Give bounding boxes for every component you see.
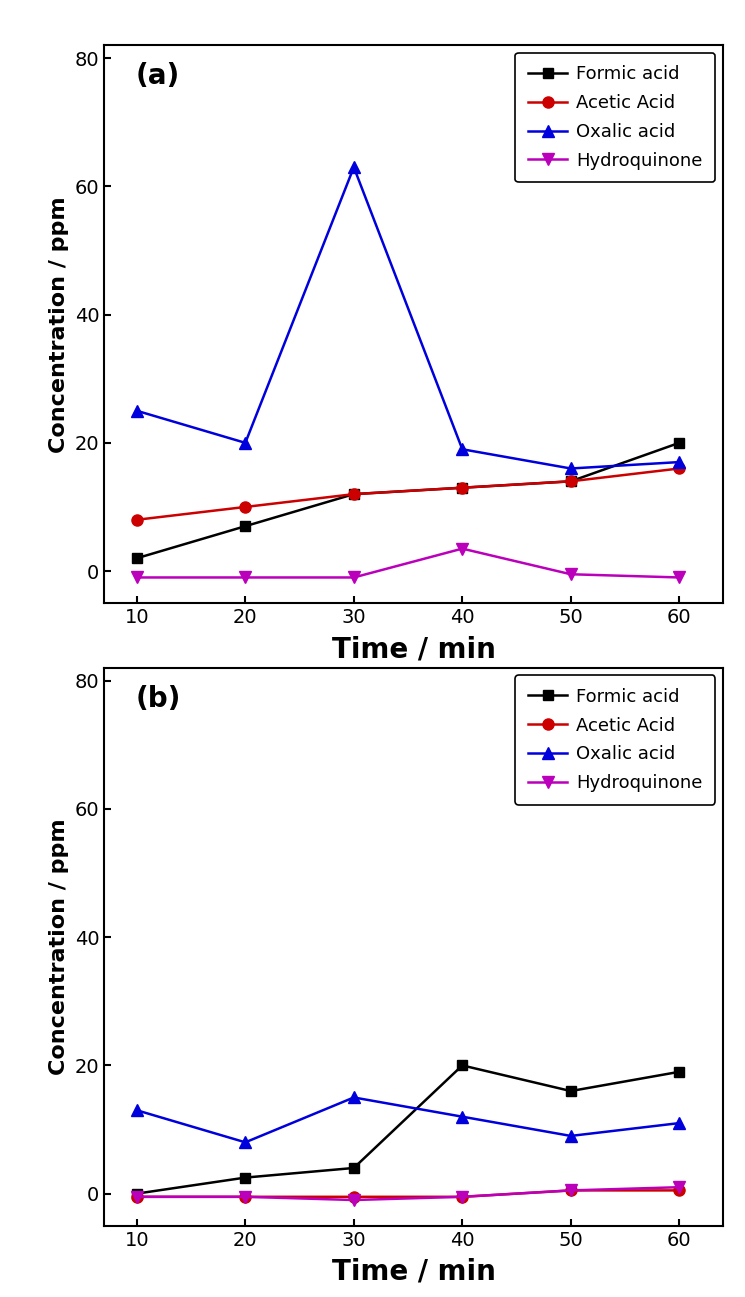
Line: Formic acid: Formic acid	[132, 438, 684, 563]
Hydroquinone	[675, 1179, 684, 1195]
Oxalic acid	[133, 403, 142, 419]
Hydroquinone	[349, 569, 358, 585]
Oxalic acid	[458, 1109, 467, 1124]
Oxalic acid	[349, 1089, 358, 1105]
Formic acid	[241, 519, 250, 534]
Acetic Acid	[675, 460, 684, 476]
Oxalic acid	[566, 1128, 575, 1144]
Hydroquinone	[133, 1189, 142, 1205]
Acetic Acid	[566, 1183, 575, 1198]
Line: Oxalic acid: Oxalic acid	[130, 1091, 685, 1149]
Formic acid	[349, 486, 358, 502]
Oxalic acid	[675, 1115, 684, 1131]
Formic acid	[349, 1161, 358, 1176]
Hydroquinone	[566, 1183, 575, 1198]
Formic acid	[675, 1064, 684, 1079]
Hydroquinone	[241, 569, 250, 585]
Line: Acetic Acid: Acetic Acid	[131, 1185, 685, 1202]
Line: Formic acid: Formic acid	[132, 1061, 684, 1198]
Hydroquinone	[566, 567, 575, 582]
Acetic Acid	[675, 1183, 684, 1198]
Acetic Acid	[241, 499, 250, 515]
Y-axis label: Concentration / ppm: Concentration / ppm	[49, 196, 69, 453]
Line: Hydroquinone: Hydroquinone	[130, 542, 685, 584]
Acetic Acid	[241, 1189, 250, 1205]
X-axis label: Time / min: Time / min	[332, 1258, 495, 1285]
Text: (a): (a)	[136, 62, 180, 89]
X-axis label: Time / min: Time / min	[332, 636, 495, 663]
Oxalic acid	[241, 1135, 250, 1150]
Line: Oxalic acid: Oxalic acid	[130, 161, 685, 475]
Formic acid	[566, 1083, 575, 1099]
Line: Acetic Acid: Acetic Acid	[131, 463, 685, 525]
Acetic Acid	[349, 486, 358, 502]
Formic acid	[133, 550, 142, 565]
Acetic Acid	[566, 473, 575, 489]
Formic acid	[241, 1170, 250, 1185]
Oxalic acid	[566, 460, 575, 476]
Formic acid	[675, 434, 684, 450]
Oxalic acid	[133, 1102, 142, 1118]
Y-axis label: Concentration / ppm: Concentration / ppm	[49, 818, 69, 1075]
Hydroquinone	[458, 1189, 467, 1205]
Oxalic acid	[349, 160, 358, 175]
Hydroquinone	[133, 569, 142, 585]
Legend: Formic acid, Acetic Acid, Oxalic acid, Hydroquinone: Formic acid, Acetic Acid, Oxalic acid, H…	[515, 53, 715, 183]
Oxalic acid	[458, 441, 467, 457]
Oxalic acid	[675, 454, 684, 470]
Legend: Formic acid, Acetic Acid, Oxalic acid, Hydroquinone: Formic acid, Acetic Acid, Oxalic acid, H…	[515, 676, 715, 805]
Hydroquinone	[458, 541, 467, 556]
Acetic Acid	[349, 1189, 358, 1205]
Formic acid	[133, 1185, 142, 1201]
Text: (b): (b)	[136, 685, 180, 712]
Acetic Acid	[458, 480, 467, 495]
Oxalic acid	[241, 434, 250, 450]
Acetic Acid	[133, 1189, 142, 1205]
Formic acid	[458, 1057, 467, 1073]
Formic acid	[458, 480, 467, 495]
Hydroquinone	[349, 1192, 358, 1208]
Acetic Acid	[133, 512, 142, 528]
Formic acid	[566, 473, 575, 489]
Hydroquinone	[241, 1189, 250, 1205]
Hydroquinone	[675, 569, 684, 585]
Line: Hydroquinone: Hydroquinone	[130, 1182, 685, 1206]
Acetic Acid	[458, 1189, 467, 1205]
